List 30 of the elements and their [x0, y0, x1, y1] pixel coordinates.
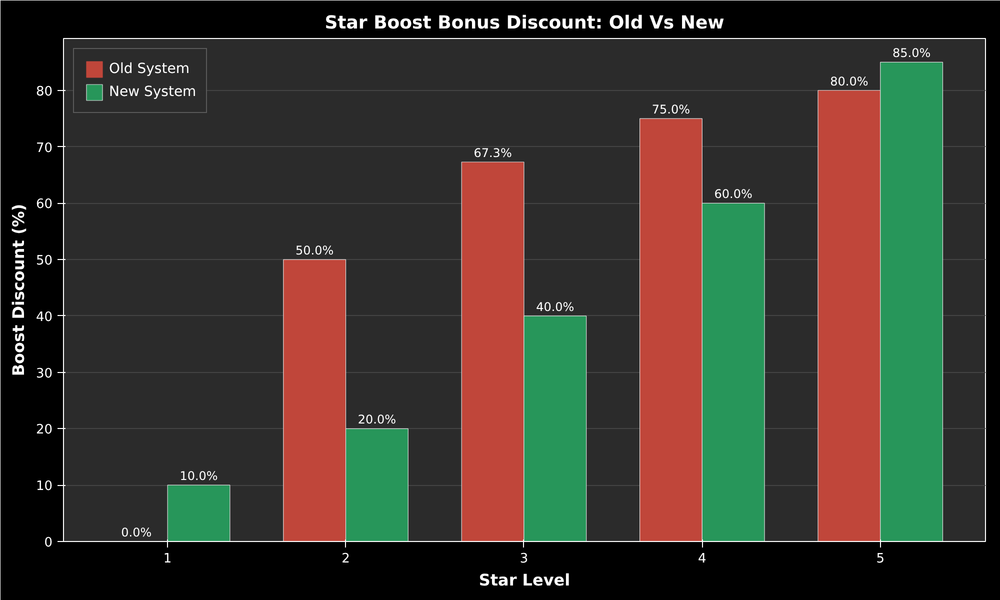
data-label: 50.0% [296, 244, 334, 258]
x-tick-label: 4 [698, 552, 706, 566]
y-tick-label: 70 [36, 140, 53, 156]
x-axis-title: Star Level [478, 570, 570, 590]
x-tick-label: 1 [163, 552, 172, 566]
x-tick-label: 5 [876, 552, 885, 566]
legend-label: New System [109, 84, 196, 100]
y-tick-label: 40 [36, 310, 53, 325]
y-tick-label: 10 [36, 479, 53, 494]
y-tick-label: 60 [36, 197, 53, 212]
data-label: 10.0% [180, 469, 218, 484]
legend-label: Old System [109, 61, 190, 77]
data-label: 75.0% [652, 102, 690, 117]
y-tick-label: 30 [36, 366, 53, 382]
data-label: 40.0% [536, 300, 574, 314]
data-label: 60.0% [714, 187, 752, 202]
chart-title: Star Boost Bonus Discount: Old Vs New [324, 12, 724, 34]
data-label: 20.0% [358, 412, 396, 427]
x-tick-label: 3 [520, 552, 528, 566]
y-tick-label: 50 [36, 254, 53, 269]
y-axis-title: Boost Discount (%) [8, 204, 28, 376]
data-label: 85.0% [892, 46, 931, 60]
data-label: 67.3% [474, 146, 512, 160]
data-label: 80.0% [830, 74, 868, 88]
bar [167, 484, 230, 542]
y-tick-label: 0 [44, 536, 53, 550]
x-tick-label: 2 [342, 552, 350, 566]
y-tick-label: 80 [36, 84, 53, 100]
data-label: 0.0% [121, 526, 152, 540]
y-tick-label: 20 [36, 422, 53, 438]
